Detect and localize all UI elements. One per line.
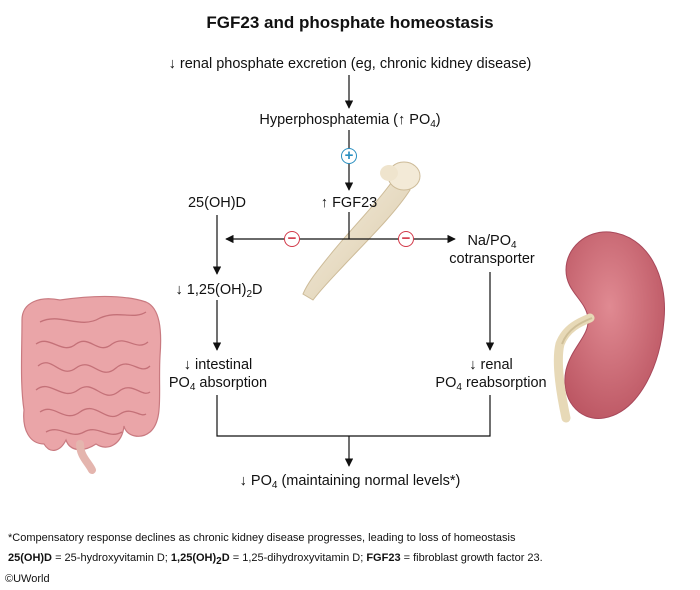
node-hyperphosphatemia: Hyperphosphatemia (↑ PO4) bbox=[259, 111, 441, 130]
abbr-fgf23-def: = fibroblast growth factor 23. bbox=[400, 552, 543, 564]
abbr-125ohd: 1,25(OH)2D bbox=[170, 552, 230, 567]
node-result: ↓ PO4 (maintaining normal levels*) bbox=[239, 472, 461, 491]
copyright: ©UWorld bbox=[5, 573, 50, 585]
bone-illustration bbox=[302, 161, 421, 301]
renal-post: reabsorption bbox=[461, 375, 547, 391]
vitd125-text: ↓ 1,25(OH) bbox=[175, 282, 247, 298]
flow-arrows bbox=[212, 75, 495, 467]
abbr-125ohd-sub: 2 bbox=[216, 556, 222, 567]
inhibit-badge-left: − bbox=[284, 231, 300, 247]
node-25ohd: 25(OH)D bbox=[187, 195, 247, 211]
napo4-sub: 4 bbox=[510, 240, 517, 251]
stimulate-badge: + bbox=[341, 148, 357, 164]
hyperphosphatemia-text: Hyperphosphatemia (↑ PO bbox=[259, 112, 431, 128]
result-sub: 4 bbox=[271, 480, 278, 491]
node-renal-reabsorption: ↓ renal PO4 reabsorption bbox=[435, 356, 547, 393]
kidney-illustration bbox=[553, 231, 666, 423]
result-text: ↓ PO bbox=[239, 473, 272, 489]
intestine-illustration bbox=[20, 295, 162, 474]
result-post: (maintaining normal levels*) bbox=[277, 473, 461, 489]
diagram-title: FGF23 and phosphate homeostasis bbox=[206, 13, 494, 32]
renal-line1: ↓ renal bbox=[469, 357, 513, 373]
intestinal-post: absorption bbox=[195, 375, 268, 391]
intestinal-line2: PO4 absorption bbox=[168, 374, 268, 393]
renal-po: PO bbox=[435, 375, 457, 391]
hyperphosphatemia-sub: 4 bbox=[430, 119, 436, 130]
napo4-line2: cotransporter bbox=[449, 251, 535, 267]
abbr-125ohd-post: D bbox=[221, 552, 230, 564]
intestinal-sub: 4 bbox=[189, 382, 196, 393]
abbr-125ohd-pre: 1,25(OH) bbox=[170, 552, 217, 564]
hyperphosphatemia-end: ) bbox=[435, 112, 441, 128]
node-125ohd: ↓ 1,25(OH)2D bbox=[175, 281, 263, 300]
node-intestinal-absorption: ↓ intestinal PO4 absorption bbox=[168, 356, 268, 393]
inhibit-badge-right: − bbox=[398, 231, 414, 247]
abbr-fgf23: FGF23 bbox=[366, 552, 401, 564]
abbr-25ohd: 25(OH)D bbox=[8, 552, 53, 564]
intestinal-line1: ↓ intestinal bbox=[183, 357, 253, 373]
merge-line bbox=[216, 395, 491, 437]
abbr-125ohd-def: = 1,25-dihydroxyvitamin D; bbox=[229, 552, 367, 564]
vitd125-sub: 2 bbox=[246, 289, 252, 300]
abbreviations: 25(OH)D = 25-hydroxyvitamin D; 1,25(OH)2… bbox=[8, 551, 543, 567]
abbr-25ohd-def: = 25-hydroxyvitamin D; bbox=[52, 552, 171, 564]
napo4-line1: Na/PO4 bbox=[449, 232, 534, 251]
vitd125-post: D bbox=[252, 282, 263, 298]
intestinal-po: PO bbox=[168, 375, 190, 391]
footnote: *Compensatory response declines as chron… bbox=[8, 532, 516, 544]
node-fgf23: ↑ FGF23 bbox=[320, 195, 378, 211]
node-renal-excretion: ↓ renal phosphate excretion (eg, chronic… bbox=[168, 56, 532, 72]
renal-sub: 4 bbox=[456, 382, 462, 393]
node-napo4-cotransporter: Na/PO4 cotransporter bbox=[449, 232, 534, 268]
napo4-text: Na/PO bbox=[467, 233, 511, 249]
renal-line2: PO4 reabsorption bbox=[435, 374, 547, 393]
